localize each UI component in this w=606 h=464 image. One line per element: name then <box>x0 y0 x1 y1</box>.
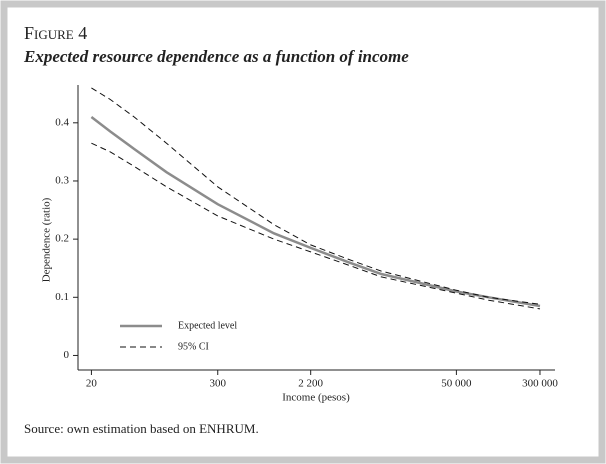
x-axis-label: Income (pesos) <box>282 392 350 404</box>
x-tick-label: 300 000 <box>522 378 558 390</box>
x-tick-label: 20 <box>86 378 98 390</box>
legend-label: 95% CI <box>178 341 209 352</box>
chart-title: Figure 4 <box>24 23 87 43</box>
x-tick-label: 50 000 <box>441 378 472 390</box>
legend-label: Expected level <box>178 320 237 331</box>
x-tick-label: 300 <box>209 378 226 390</box>
x-tick-label: 2 200 <box>298 378 323 390</box>
chart-subtitle: Expected resource dependence as a functi… <box>23 47 409 66</box>
y-tick-label: 0.1 <box>55 291 69 303</box>
y-axis-label: Dependence (ratio) <box>41 197 53 282</box>
y-tick-label: 0.2 <box>55 233 69 245</box>
source-note: Source: own estimation based on ENHRUM. <box>24 421 259 436</box>
series-line <box>91 142 541 310</box>
series-line <box>90 116 541 308</box>
y-tick-label: 0 <box>64 349 70 361</box>
y-tick-label: 0.3 <box>55 175 69 187</box>
y-tick-label: 0.4 <box>55 116 69 128</box>
